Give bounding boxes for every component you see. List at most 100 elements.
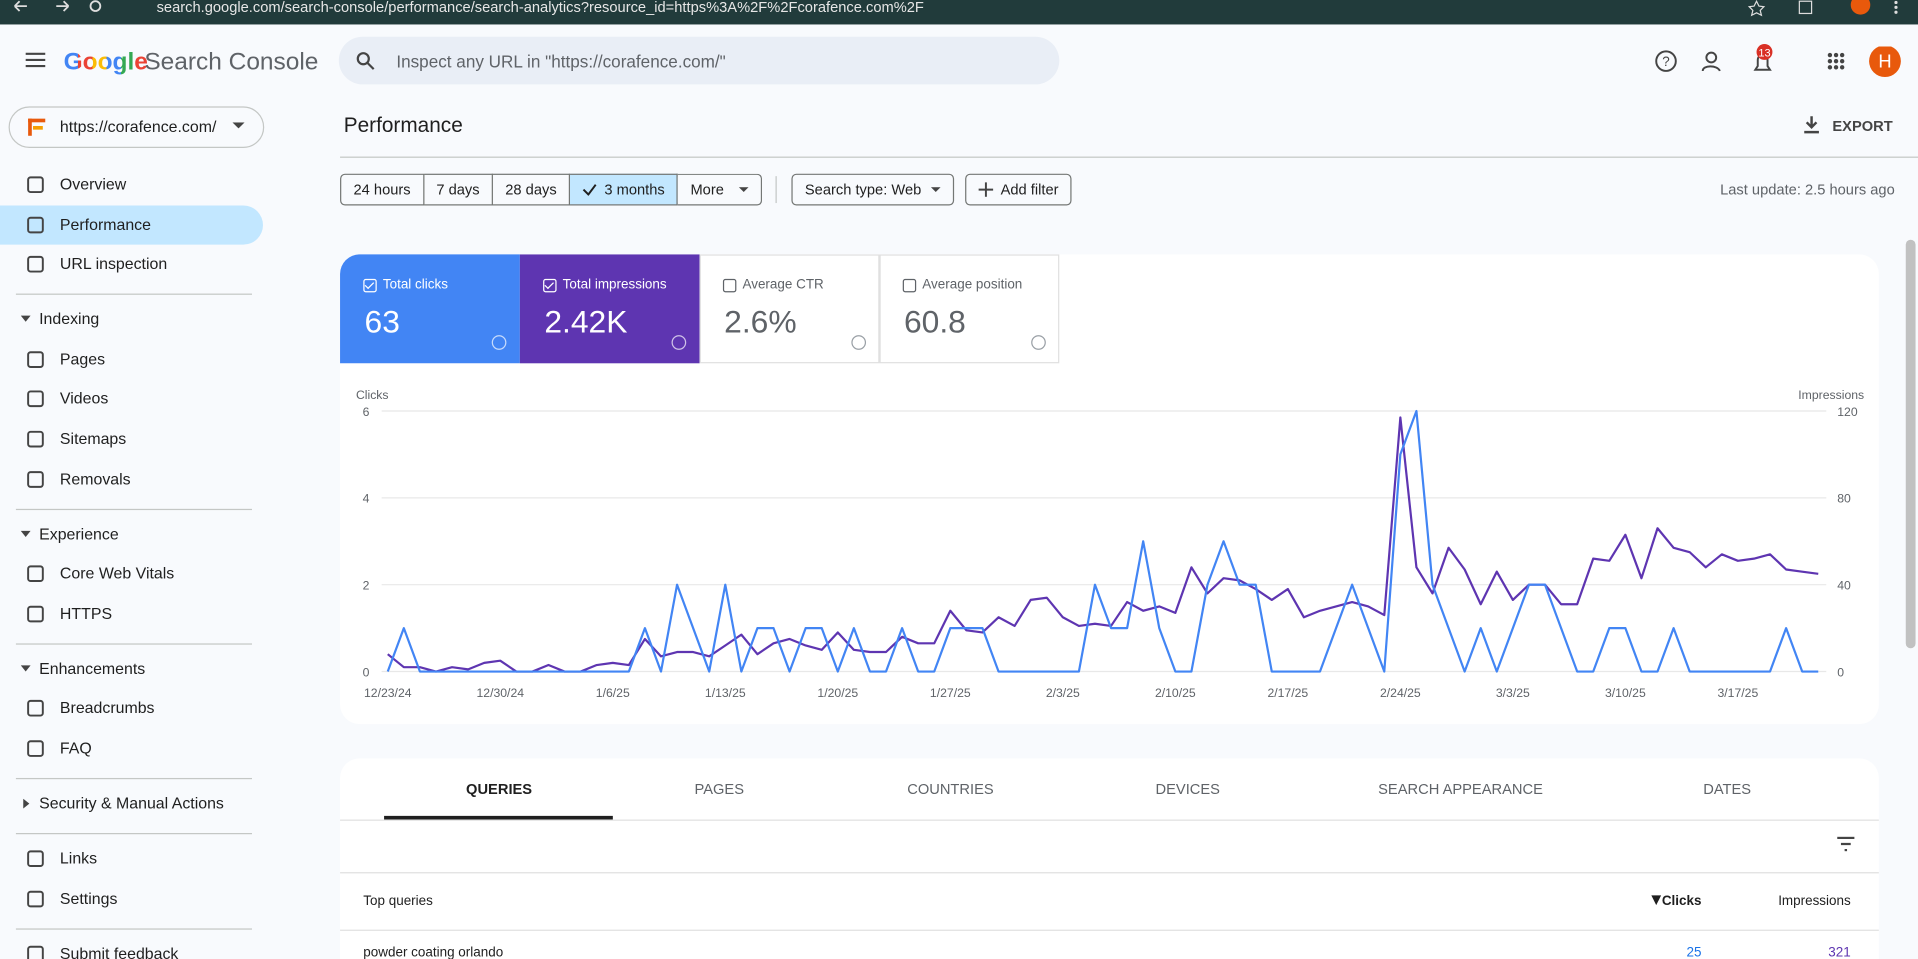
metric-label: Average position <box>922 277 1023 293</box>
nav-item[interactable]: Removals <box>59 469 131 488</box>
metric-label: Total clicks <box>382 277 448 293</box>
url[interactable]: search.google.com/search-console/perform… <box>156 0 924 16</box>
section-title[interactable]: Indexing <box>39 309 100 329</box>
date-filter-label: 7 days <box>436 181 480 199</box>
metric-card[interactable] <box>879 254 1060 364</box>
y-tick-label: 6 <box>363 405 370 419</box>
tab[interactable]: SEARCH APPEARANCE <box>1378 780 1543 798</box>
export-button[interactable]: EXPORT <box>1832 117 1893 135</box>
check <box>582 184 597 196</box>
nav-icon <box>27 470 44 488</box>
tab[interactable]: DEVICES <box>1155 780 1220 798</box>
filter-rows-button[interactable] <box>1836 836 1856 852</box>
divider <box>15 643 252 645</box>
header-icons[interactable]: ? <box>1654 46 1911 78</box>
url-inspect-box[interactable] <box>338 36 1060 85</box>
section-title[interactable]: Experience <box>39 524 119 543</box>
section-caret <box>20 530 31 537</box>
menu-button[interactable] <box>24 51 46 68</box>
nav-item[interactable]: Overview <box>59 174 127 194</box>
nav-item[interactable]: Videos <box>59 389 109 408</box>
google-logo[interactable]: Google <box>63 48 148 76</box>
nav-icon <box>27 256 44 273</box>
date-filter[interactable]: 24 hours <box>340 173 425 206</box>
nav-item[interactable]: Sitemaps <box>59 429 127 448</box>
help-icon <box>671 335 687 350</box>
active-tab-indicator <box>384 815 613 820</box>
date-filter[interactable]: More <box>678 173 762 206</box>
nav-item[interactable]: Settings <box>59 888 118 908</box>
add-filter-button[interactable]: Add filter <box>965 173 1072 206</box>
x-tick-label: 3/3/25 <box>1496 686 1530 700</box>
property-favicon <box>28 118 46 136</box>
y2-tick-label: 0 <box>1837 665 1844 679</box>
icon-shape <box>27 605 44 623</box>
metric-label: Total impressions <box>562 277 667 293</box>
tab[interactable]: PAGES <box>694 780 745 798</box>
nav-item[interactable]: URL inspection <box>59 254 168 274</box>
section-caret <box>20 315 31 322</box>
nav-item[interactable]: Submit feedback <box>59 943 179 959</box>
nav-icon <box>27 351 44 368</box>
browser-controls[interactable] <box>10 0 108 15</box>
add-filter-label: Add filter <box>1000 181 1059 199</box>
scrollbar[interactable] <box>1905 239 1916 649</box>
x-tick-label: 2/3/25 <box>1046 686 1080 700</box>
property-selector[interactable] <box>8 106 265 149</box>
plus <box>978 182 994 197</box>
nav-icon <box>27 216 44 233</box>
section-title[interactable]: Enhancements <box>39 659 146 678</box>
metric-checkbox[interactable] <box>722 278 737 293</box>
date-filter-label: 28 days <box>505 181 557 199</box>
icon-shape <box>27 390 44 408</box>
avatar[interactable]: H <box>1878 50 1892 72</box>
x-tick-label: 1/20/25 <box>817 686 858 700</box>
divider <box>340 819 1879 821</box>
date-filter[interactable]: 3 months <box>570 173 679 206</box>
tab[interactable]: QUERIES <box>466 780 533 798</box>
metric-checkbox[interactable] <box>363 278 377 293</box>
nav-item[interactable]: Links <box>59 848 98 868</box>
nav-item[interactable]: Pages <box>59 349 106 368</box>
table-cell[interactable]: powder coating orlando <box>363 945 504 959</box>
property-url: https://corafence.com/ <box>59 117 217 136</box>
help-icon <box>1031 335 1046 350</box>
date-filter-label: More <box>690 181 724 199</box>
tab[interactable]: DATES <box>1703 780 1752 798</box>
nav-icon <box>27 890 44 907</box>
table-card <box>340 758 1879 959</box>
nav-item[interactable]: Breadcrumbs <box>59 698 155 718</box>
section-caret <box>23 798 30 809</box>
metric-card[interactable] <box>519 254 700 364</box>
export-icon <box>1804 116 1819 134</box>
nav-item[interactable]: Performance <box>59 214 151 234</box>
dropdown-caret <box>232 122 245 129</box>
metric-label: Average CTR <box>742 277 824 293</box>
nav-icon <box>27 945 44 959</box>
search-type-button[interactable]: Search type: Web <box>791 173 955 206</box>
date-filter[interactable]: 7 days <box>424 173 494 206</box>
y2-tick-label: 80 <box>1837 492 1851 506</box>
metric-card[interactable] <box>340 254 520 364</box>
caret <box>20 315 31 322</box>
nav-icon <box>27 565 44 583</box>
nav-icon <box>27 740 44 757</box>
metric-card[interactable] <box>699 254 880 364</box>
date-filter[interactable]: 28 days <box>493 173 571 206</box>
nav-item[interactable]: HTTPS <box>59 604 113 623</box>
table-header[interactable]: Impressions <box>1778 894 1851 909</box>
metric-checkbox[interactable] <box>902 278 917 293</box>
nav-item[interactable]: Core Web Vitals <box>59 564 175 583</box>
icon-shape <box>27 256 44 273</box>
table-header[interactable]: Clicks <box>1661 894 1702 909</box>
x-tick-label: 2/24/25 <box>1380 686 1421 700</box>
series-line <box>386 409 1819 673</box>
product-name: Search Console <box>144 48 319 76</box>
section-title[interactable]: Security & Manual Actions <box>39 793 224 813</box>
notification-badge: 13 <box>1756 44 1773 60</box>
metric-checkbox[interactable] <box>543 278 557 293</box>
tab[interactable]: COUNTRIES <box>907 780 994 798</box>
nav-item[interactable]: FAQ <box>59 738 92 758</box>
divider <box>340 872 1879 874</box>
